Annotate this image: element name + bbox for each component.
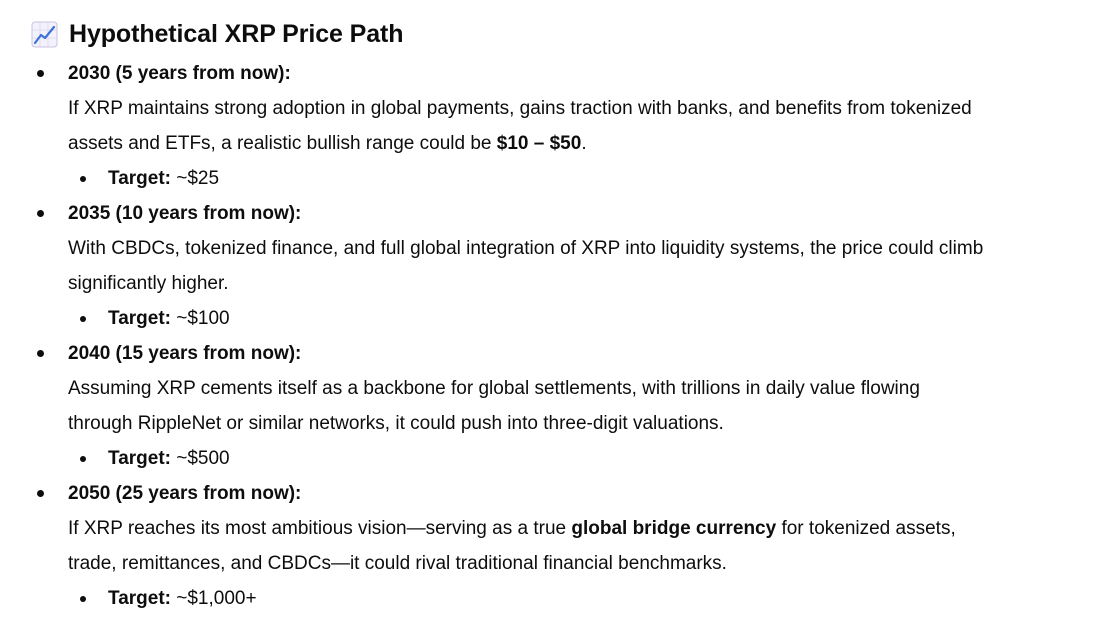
- target-item: Target: ~$25: [68, 161, 1105, 196]
- item-emphasis: global bridge currency: [571, 518, 777, 539]
- target-label: Target:: [108, 448, 171, 469]
- target-value: ~$100: [170, 308, 230, 329]
- target-value: ~$25: [170, 168, 220, 189]
- target-item: Target: ~$100: [68, 301, 1105, 336]
- target-label: Target:: [108, 308, 171, 329]
- target-value: ~$500: [170, 448, 230, 469]
- item-description: If XRP reaches its most ambitious vision…: [68, 511, 988, 581]
- item-text-end: for tokenized assets, trade, remittances…: [68, 518, 956, 574]
- item-description: With CBDCs, tokenized finance, and full …: [68, 231, 988, 301]
- item-text-end: .: [581, 133, 587, 154]
- bullet: [37, 490, 44, 497]
- item-description: Assuming XRP cements itself as a backbon…: [68, 371, 988, 441]
- item-text: Assuming XRP cements itself as a backbon…: [68, 378, 920, 434]
- target-label: Target:: [108, 588, 171, 609]
- item-text: If XRP reaches its most ambitious vision…: [68, 518, 572, 539]
- list-item-2040: 2040 (15 years from now): Assuming XRP c…: [0, 336, 1105, 476]
- target-label: Target:: [108, 168, 171, 189]
- item-text: With CBDCs, tokenized finance, and full …: [68, 238, 984, 294]
- item-year: 2040 (15 years from now):: [68, 343, 302, 364]
- item-description: If XRP maintains strong adoption in glob…: [68, 91, 988, 161]
- list-item-2035: 2035 (10 years from now): With CBDCs, to…: [0, 196, 1105, 336]
- sub-bullet: [80, 456, 86, 462]
- item-year: 2035 (10 years from now):: [68, 203, 302, 224]
- sub-bullet: [80, 596, 86, 602]
- list-item-2030: 2030 (5 years from now): If XRP maintain…: [0, 56, 1105, 196]
- target-item: Target: ~$500: [68, 441, 1105, 476]
- list-item-2050: 2050 (25 years from now): If XRP reaches…: [0, 476, 1105, 616]
- chart-increasing-icon: [31, 21, 58, 48]
- bullet: [37, 70, 44, 77]
- target-value: ~$1,000+: [170, 588, 257, 609]
- item-emphasis: $10 – $50: [496, 133, 582, 154]
- sub-bullet: [80, 316, 86, 322]
- target-item: Target: ~$1,000+: [68, 581, 1105, 616]
- section-title: Hypothetical XRP Price Path: [69, 19, 404, 48]
- item-year: 2050 (25 years from now):: [68, 483, 302, 504]
- item-year: 2030 (5 years from now):: [68, 63, 291, 84]
- sub-bullet: [80, 176, 86, 182]
- item-text: If XRP maintains strong adoption in glob…: [68, 98, 972, 154]
- price-path-list: 2030 (5 years from now): If XRP maintain…: [0, 56, 1105, 616]
- section-heading: Hypothetical XRP Price Path: [31, 16, 404, 52]
- bullet: [37, 210, 44, 217]
- bullet: [37, 350, 44, 357]
